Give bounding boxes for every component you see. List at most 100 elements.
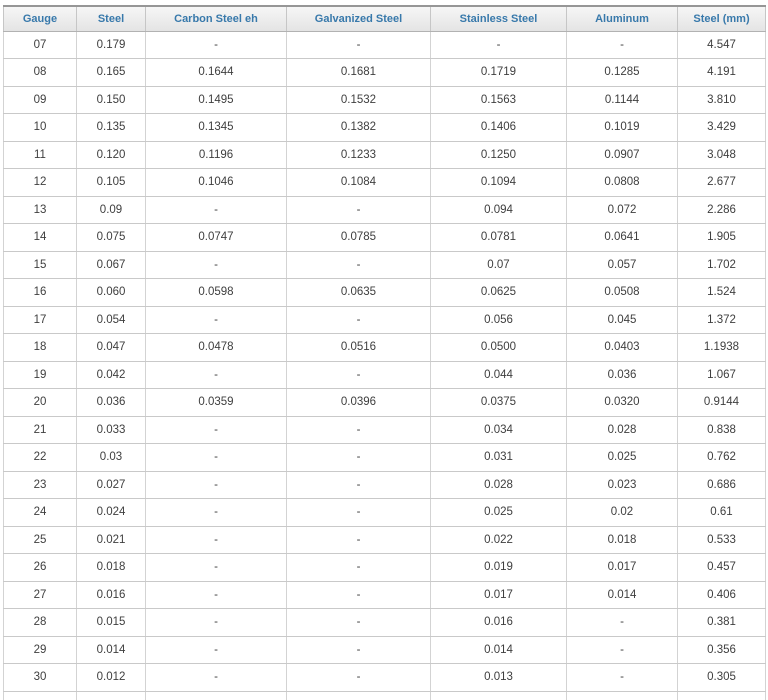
cell: 0.057 (566, 250, 678, 279)
cell (430, 690, 567, 700)
cell: 0.023 (566, 470, 678, 499)
cell: 0.533 (677, 525, 766, 554)
header-row: Gauge Steel Carbon Steel eh Galvanized Stee… (3, 5, 766, 32)
cell: 0.018 (566, 525, 678, 554)
cell: 09 (3, 85, 77, 114)
cell: 08 (3, 58, 77, 87)
cell: 10 (3, 113, 77, 142)
cell: 0.017 (566, 553, 678, 582)
cell: 0.013 (430, 663, 567, 692)
table-row: 29 0.014- -0.014-0.356 (3, 635, 766, 664)
cell: - (286, 525, 431, 554)
cell: 25 (3, 525, 77, 554)
table-row: 08 0.165 0.1644 0.1681 0.1719 0.1285 4.191 (3, 58, 766, 87)
cell: 24 (3, 498, 77, 527)
cell: - (145, 305, 287, 334)
cell: 2.286 (677, 195, 766, 224)
cell: - (286, 415, 431, 444)
table-row: 17 0.054- -0.056 0.045 1.372 (3, 305, 766, 334)
table-row: 14 0.075 0.0747 0.0785 0.0781 0.0641 1.905 (3, 223, 766, 252)
table-row: 23 0.027- -0.028 0.023 0.686 (3, 470, 766, 499)
column-header-galvanized-steel: Galvanized Steel (286, 5, 431, 32)
cell: 0.0808 (566, 168, 678, 197)
cell: 0.021 (76, 525, 146, 554)
cell: 0.406 (677, 580, 766, 609)
cell: 0.1196 (145, 140, 287, 169)
cell: 0.61 (677, 498, 766, 527)
cell: 0.025 (566, 443, 678, 472)
cell: 16 (3, 278, 77, 307)
cell: 0.1046 (145, 168, 287, 197)
cell: - (286, 195, 431, 224)
cell: 22 (3, 443, 77, 472)
table-row: 10 0.135 0.1345 0.1382 0.1406 0.1019 3.429 (3, 113, 766, 142)
column-header-gauge: Gauge (3, 5, 77, 32)
table-row: 15 0.067- -0.07 0.057 1.702 (3, 250, 766, 279)
cell (286, 690, 431, 700)
table-row: 21 0.033- -0.034 0.028 0.838 (3, 415, 766, 444)
table-row: 20 0.036 0.0359 0.0396 0.0375 0.0320 0.9144 (3, 388, 766, 417)
cell: - (566, 30, 678, 59)
cell: 0.0625 (430, 278, 567, 307)
cell: - (286, 608, 431, 637)
cell: 1.067 (677, 360, 766, 389)
cell: 0.025 (430, 498, 567, 527)
cell: 29 (3, 635, 77, 664)
cell: 26 (3, 553, 77, 582)
cell: 0.016 (430, 608, 567, 637)
cell: 0.0598 (145, 278, 287, 307)
cell: 0.1563 (430, 85, 567, 114)
table-row: 12 0.105 0.1046 0.1084 0.1094 0.0808 2.677 (3, 168, 766, 197)
table-row: 09 0.150 0.1495 0.1532 0.1563 0.1144 3.810 (3, 85, 766, 114)
column-header-aluminum: Aluminum (566, 5, 678, 32)
cell: 0.1495 (145, 85, 287, 114)
cell: - (145, 250, 287, 279)
cell: 15 (3, 250, 77, 279)
cell: 0.9144 (677, 388, 766, 417)
cell: - (286, 30, 431, 59)
cell: 0.1144 (566, 85, 678, 114)
table-row: 25 0.021- -0.022 0.018 0.533 (3, 525, 766, 554)
cell: 0.02 (566, 498, 678, 527)
table-row: 22 0.03- -0.031 0.025 0.762 (3, 443, 766, 472)
cell: - (286, 663, 431, 692)
table-row: 16 0.060 0.0598 0.0635 0.0625 0.0508 1.524 (3, 278, 766, 307)
cell (3, 690, 77, 700)
cell: 27 (3, 580, 77, 609)
cell: 4.547 (677, 30, 766, 59)
cell: 0.015 (76, 608, 146, 637)
cell: 0.1233 (286, 140, 431, 169)
cell: - (145, 608, 287, 637)
cell: 11 (3, 140, 77, 169)
cell: 20 (3, 388, 77, 417)
table-row: 27 0.016- -0.017 0.014 0.406 (3, 580, 766, 609)
cell: 0.1681 (286, 58, 431, 87)
cell: 0.1719 (430, 58, 567, 87)
cell: 0.067 (76, 250, 146, 279)
cell: 0.056 (430, 305, 567, 334)
table-row: 30 0.012- -0.013-0.305 (3, 663, 766, 692)
table-row: 07 0.179- - - -4.547 (3, 30, 766, 59)
table-row: 13 0.09- -0.094 0.072 2.286 (3, 195, 766, 224)
cell: 0.0781 (430, 223, 567, 252)
cell: - (145, 443, 287, 472)
cell (145, 690, 287, 700)
cell: - (145, 415, 287, 444)
cell: - (286, 305, 431, 334)
cell: 0.0396 (286, 388, 431, 417)
cell: 0.1406 (430, 113, 567, 142)
cell: 0.305 (677, 663, 766, 692)
table-body: 07 0.179- - - -4.547 08 0.165 0.1644 0.1681 0.171… (3, 30, 766, 700)
cell: 0.105 (76, 168, 146, 197)
cell: - (286, 635, 431, 664)
cell: 0.031 (430, 443, 567, 472)
cell: - (566, 635, 678, 664)
cell: 0.016 (76, 580, 146, 609)
cell: 0.0508 (566, 278, 678, 307)
cell: - (286, 360, 431, 389)
cell: 18 (3, 333, 77, 362)
cell: 1.524 (677, 278, 766, 307)
cell: - (145, 580, 287, 609)
cell: 0.036 (566, 360, 678, 389)
